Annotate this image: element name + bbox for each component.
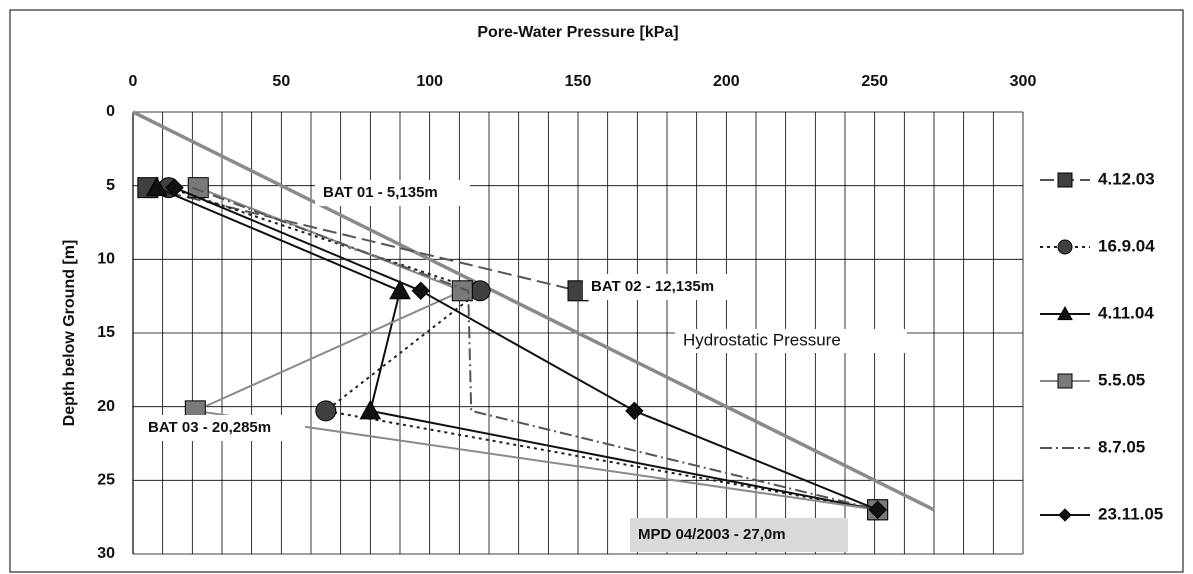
marker	[315, 400, 337, 422]
y-tick-label: 20	[97, 398, 115, 415]
marker	[868, 500, 887, 520]
annotation: BAT 01 - 5,135m	[323, 184, 438, 201]
annotation-box	[583, 274, 746, 300]
series-line	[156, 186, 878, 511]
marker	[1058, 508, 1072, 522]
y-tick-label: 10	[97, 251, 115, 268]
y-tick-label: 5	[106, 177, 115, 194]
y-tick-label: 15	[97, 324, 115, 341]
series-line	[174, 186, 879, 511]
legend-label: 16.9.04	[1098, 236, 1155, 255]
x-tick-label: 150	[565, 73, 592, 90]
legend-label: 23.11.05	[1098, 504, 1163, 523]
marker	[1057, 172, 1073, 188]
annotation-box	[630, 518, 848, 552]
legend-label: 8.7.05	[1098, 437, 1145, 456]
y-tick-label: 30	[97, 545, 115, 562]
marker	[1057, 239, 1073, 255]
series-line	[191, 186, 878, 511]
marker	[1057, 305, 1073, 321]
legend-label: 4.11.04	[1098, 303, 1154, 322]
reference-line	[132, 110, 935, 512]
marker	[451, 280, 473, 302]
marker	[145, 176, 168, 197]
x-tick-label: 200	[713, 73, 740, 90]
marker	[625, 401, 644, 421]
annotation: Hydrostatic Pressure	[683, 330, 841, 349]
marker	[469, 280, 491, 302]
marker	[389, 279, 411, 300]
annotation-box	[315, 180, 470, 206]
annotation: BAT 02 - 12,135m	[591, 278, 714, 295]
series-line	[191, 186, 878, 511]
x-tick-label: 300	[1010, 73, 1037, 90]
annotation-box	[675, 329, 907, 353]
marker	[359, 399, 382, 420]
marker	[165, 178, 184, 197]
y-tick-label: 25	[97, 472, 115, 489]
series-line	[147, 186, 579, 292]
legend-label: 5.5.05	[1098, 370, 1145, 389]
marker	[411, 281, 430, 300]
y-axis-label: Depth below Ground [m]	[61, 240, 78, 427]
annotation: BAT 03 - 20,285m	[148, 419, 271, 436]
annotation: MPD 04/2003 - 27,0m	[638, 526, 786, 543]
x-tick-label: 0	[129, 73, 138, 90]
x-tick-label: 50	[272, 73, 290, 90]
annotation-box	[140, 415, 305, 441]
legend-label: 4.12.03	[1098, 169, 1155, 188]
y-tick-label: 0	[106, 103, 115, 120]
chart-title: Pore-Water Pressure [kPa]	[477, 24, 678, 41]
marker	[1057, 373, 1073, 389]
x-tick-label: 250	[861, 73, 888, 90]
x-tick-label: 100	[416, 73, 443, 90]
